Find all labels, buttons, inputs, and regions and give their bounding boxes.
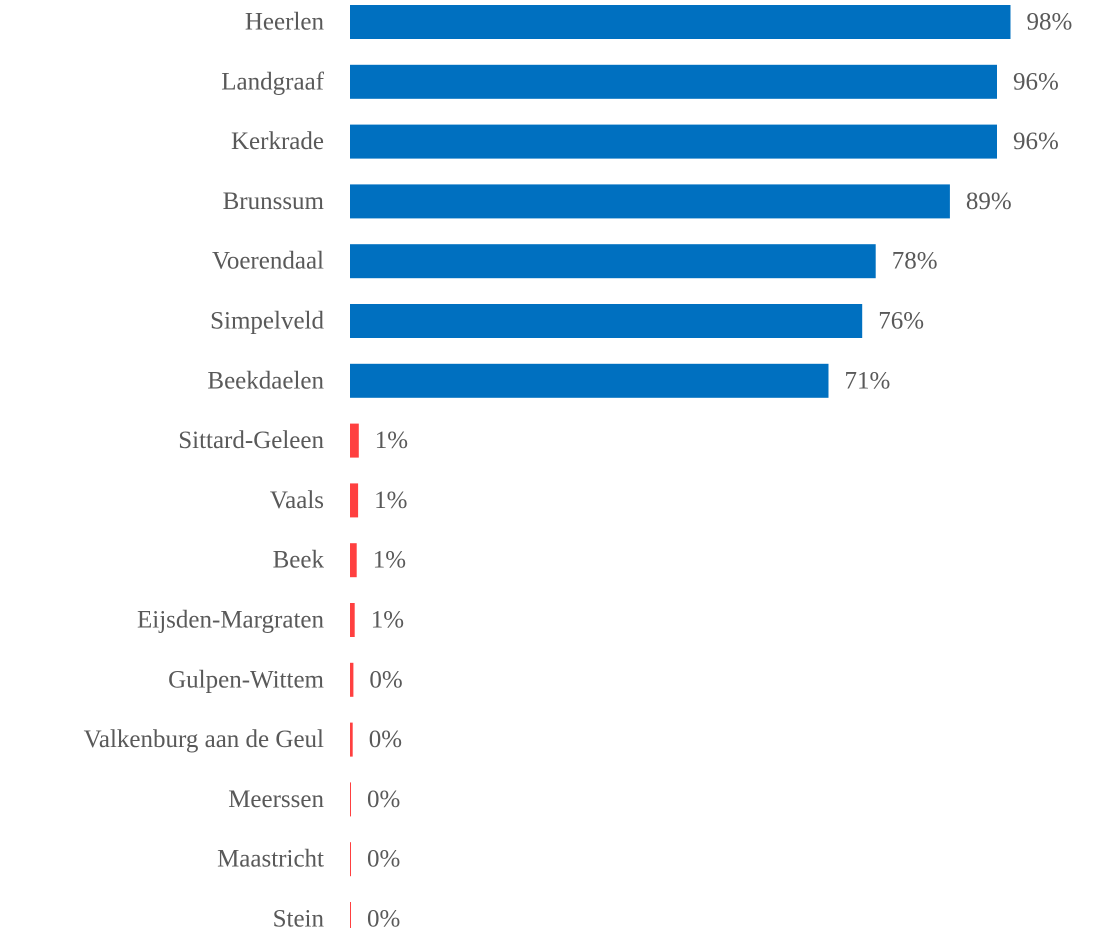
category-label: Meerssen [228, 786, 324, 813]
value-label: 89% [966, 188, 1012, 215]
category-label: Stein [273, 906, 325, 928]
category-label: Heerlen [245, 9, 325, 36]
value-label: 1% [373, 547, 406, 574]
category-label: Brunssum [223, 188, 325, 215]
value-label: 98% [1027, 9, 1073, 36]
bar-simpelveld [350, 304, 863, 338]
bar-kerkrade [350, 124, 997, 159]
value-label: 0% [367, 786, 400, 813]
category-label: Beekdaelen [207, 367, 324, 394]
category-label: Valkenburg aan de Geul [84, 726, 324, 753]
category-label: Maastricht [217, 846, 324, 873]
value-label: 0% [367, 906, 400, 928]
category-label: Eijsden-Margraten [137, 607, 324, 634]
bar-stein [350, 902, 351, 928]
value-label: 96% [1013, 68, 1059, 95]
bar-heerlen [350, 5, 1011, 39]
value-label: 96% [1013, 128, 1059, 155]
category-label: Gulpen-Wittem [168, 666, 324, 693]
bar-brunssum [350, 184, 950, 219]
category-label: Sittard-Geleen [178, 427, 324, 454]
bar-gulpen-wittem [350, 662, 354, 697]
category-label: Voerendaal [212, 248, 324, 275]
category-label: Simpelveld [210, 308, 324, 335]
value-label: 0% [367, 846, 400, 873]
value-label: 1% [375, 427, 408, 454]
value-label: 1% [374, 487, 407, 514]
value-label: 78% [892, 248, 938, 275]
category-label: Landgraaf [221, 68, 324, 95]
value-label: 0% [369, 666, 402, 693]
category-label: Vaals [270, 487, 324, 514]
bar-valkenburg-aan-de-geul [350, 722, 353, 757]
bar-sittard-geleen [350, 423, 359, 458]
bar-maastricht [350, 842, 351, 877]
bar-voerendaal [350, 244, 876, 279]
bar-beekdaelen [350, 363, 829, 398]
value-label: 0% [369, 726, 402, 753]
bar-landgraaf [350, 64, 997, 99]
bar-meerssen [350, 782, 351, 817]
category-label: Kerkrade [231, 128, 324, 155]
value-label: 71% [845, 367, 891, 394]
value-label: 76% [878, 308, 924, 335]
bar-vaals [350, 483, 359, 518]
value-label: 1% [371, 607, 404, 634]
category-label: Beek [273, 547, 325, 574]
bar-beek [350, 543, 357, 578]
bar-eijsden-margraten [350, 603, 355, 637]
